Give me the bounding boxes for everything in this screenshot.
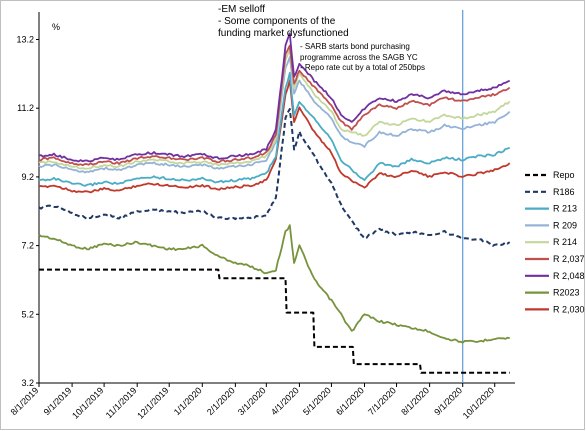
legend-label: R186 bbox=[553, 187, 575, 197]
series-line-r-213 bbox=[38, 71, 511, 187]
x-tick-label: 4/1/2020 bbox=[269, 385, 301, 417]
y-tick-label: 5.2 bbox=[21, 309, 34, 319]
y-axis-label: % bbox=[52, 22, 60, 32]
legend-label: R 2,048 bbox=[553, 271, 585, 281]
x-tick-label: 1/1/2020 bbox=[172, 385, 204, 417]
legend-label: R 209 bbox=[553, 220, 577, 230]
x-tick-label: 2/1/2020 bbox=[205, 385, 237, 417]
x-tick-label: 9/1/2020 bbox=[432, 385, 464, 417]
y-tick-label: 3.2 bbox=[21, 378, 34, 388]
x-tick-label: 8/1/2020 bbox=[399, 385, 431, 417]
x-tick-label: 12/1/2019 bbox=[135, 385, 170, 420]
y-tick-label: 11.2 bbox=[17, 103, 34, 113]
annotations-layer: -EM selloff- Some components of thefundi… bbox=[218, 4, 425, 72]
legend-label: R 2,037 bbox=[553, 254, 585, 264]
series-line-r-2-037 bbox=[38, 44, 511, 167]
x-tick-label: 7/1/2020 bbox=[366, 385, 398, 417]
x-tick-label: 10/1/2019 bbox=[70, 385, 105, 420]
legend-label: R 214 bbox=[553, 237, 577, 247]
series-line-r2023 bbox=[38, 224, 510, 344]
legend-label: Repo bbox=[553, 170, 575, 180]
annotation-sarb-line: - Repo rate cut by a total of 250bps bbox=[300, 63, 425, 72]
x-tick-label: 5/1/2020 bbox=[301, 385, 333, 417]
series-line-r-214 bbox=[38, 48, 511, 170]
annotation-em-line: funding market dysfunctioned bbox=[218, 28, 349, 39]
x-tick-label: 6/1/2020 bbox=[334, 385, 366, 417]
legend-label: R 2,030 bbox=[553, 304, 585, 314]
series-layer bbox=[38, 32, 511, 374]
annotation-sarb-line: programme across the SAGB YC bbox=[300, 53, 418, 62]
series-line-r-2-030 bbox=[38, 79, 511, 194]
series-line-r-2-048 bbox=[38, 32, 511, 163]
x-tick-label: 9/1/2019 bbox=[42, 385, 74, 417]
y-tick-label: 7.2 bbox=[21, 241, 34, 251]
series-line-repo bbox=[39, 268, 510, 374]
series-line-r-209 bbox=[38, 56, 511, 174]
annotation-em-line: - Some components of the bbox=[218, 16, 336, 27]
x-tick-label: 8/1/2019 bbox=[9, 385, 41, 417]
y-tick-label: 9.2 bbox=[21, 172, 34, 182]
x-tick-label: 10/1/2020 bbox=[461, 385, 496, 420]
x-tick-label: 11/1/2019 bbox=[104, 385, 139, 420]
series-line-r186 bbox=[38, 108, 511, 247]
legend: Repo R186 R 213 R 209 R 214 R 2,037 R 2,048 R20… bbox=[525, 170, 585, 314]
x-tick-label: 3/1/2020 bbox=[236, 385, 268, 417]
legend-label: R2023 bbox=[553, 288, 580, 298]
annotation-em-line: -EM selloff bbox=[218, 4, 265, 15]
y-tick-label: 13.2 bbox=[16, 34, 34, 44]
annotation-sarb-line: - SARB starts bond purchasing bbox=[300, 42, 410, 51]
legend-label: R 213 bbox=[553, 204, 577, 214]
